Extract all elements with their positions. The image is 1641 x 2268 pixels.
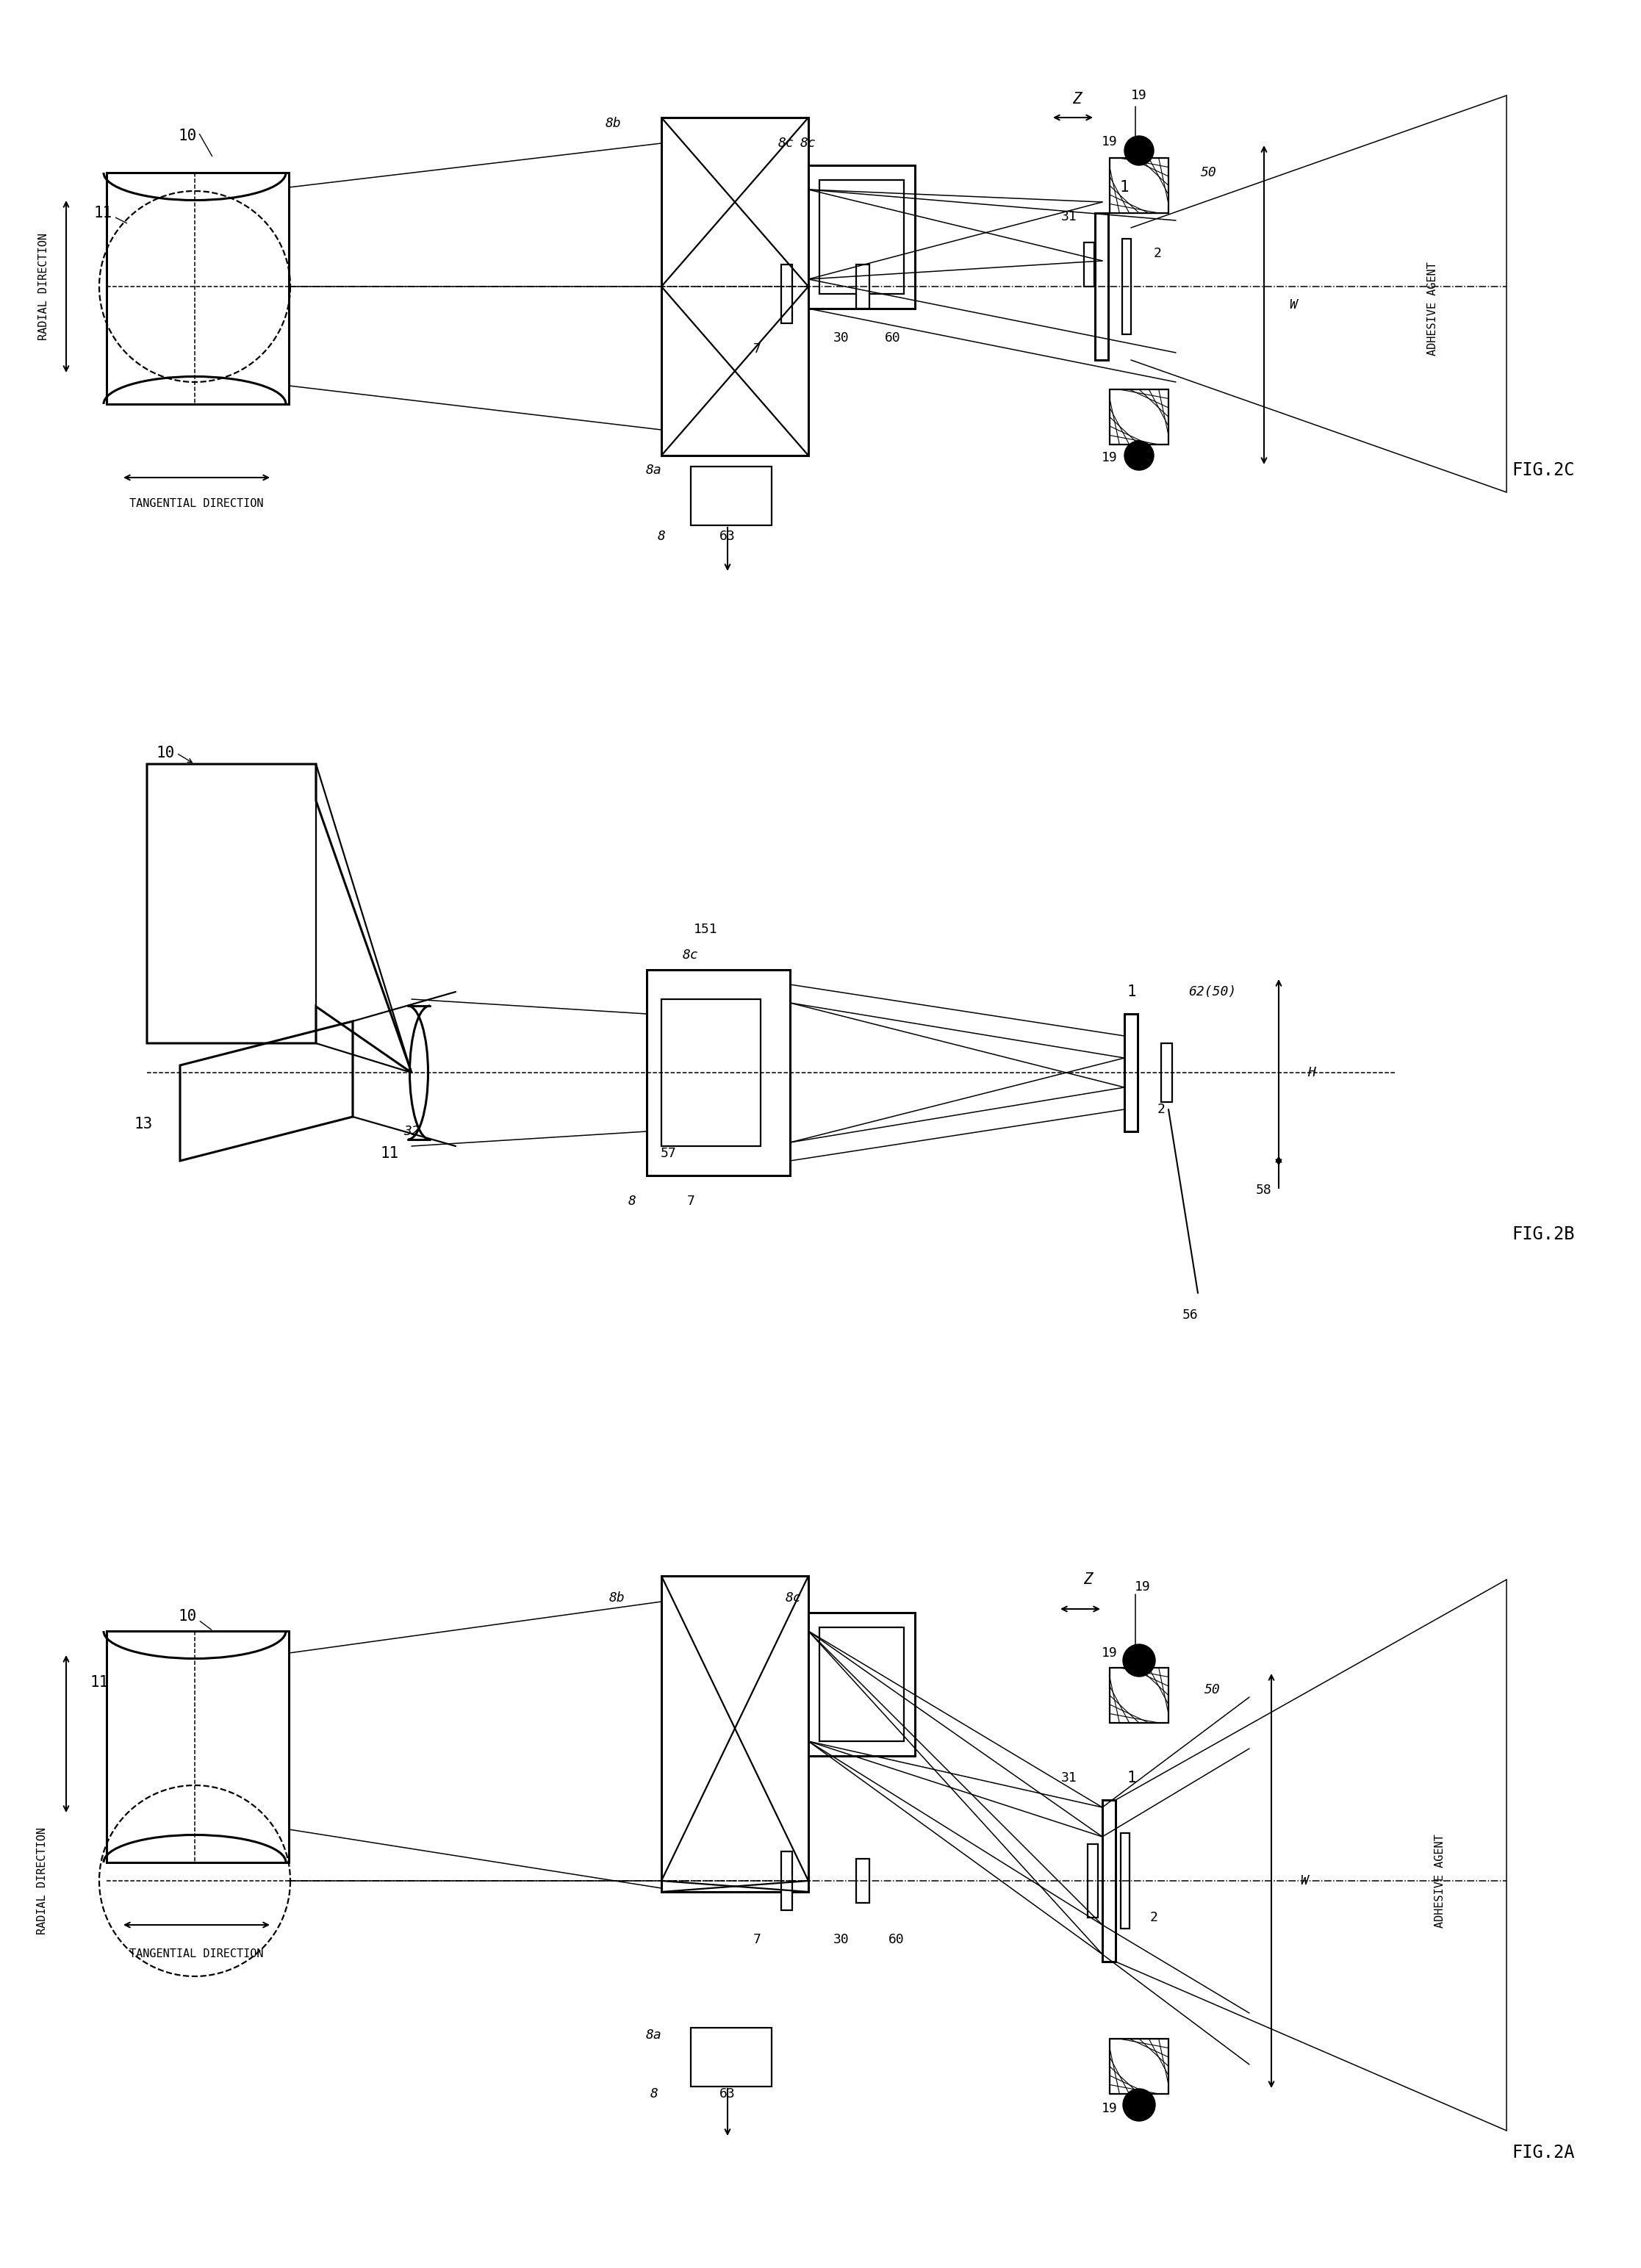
Text: 8c: 8c	[801, 136, 816, 150]
Bar	[1109, 1667, 1168, 1724]
Text: 50: 50	[1201, 166, 1218, 179]
Text: 8: 8	[658, 531, 665, 542]
Text: 10: 10	[156, 746, 174, 760]
Text: 56: 56	[1183, 1309, 1198, 1322]
Text: 19: 19	[1131, 88, 1147, 102]
Bar	[661, 1576, 809, 1892]
Bar	[1109, 390, 1168, 445]
Text: FIG.2A: FIG.2A	[1511, 2143, 1575, 2161]
Bar	[661, 118, 809, 456]
Text: 10: 10	[179, 1608, 197, 1624]
Text: ADHESIVE AGENT: ADHESIVE AGENT	[1434, 1835, 1446, 1928]
Bar	[1085, 243, 1095, 286]
Text: 63: 63	[719, 531, 735, 542]
Text: RADIAL DIRECTION: RADIAL DIRECTION	[38, 1828, 48, 1935]
Text: 7: 7	[688, 1195, 694, 1209]
Bar	[1103, 1801, 1116, 1962]
Text: TANGENTIAL DIRECTION: TANGENTIAL DIRECTION	[130, 497, 263, 508]
Circle shape	[1122, 2089, 1155, 2121]
Text: 31: 31	[1062, 1771, 1076, 1785]
Text: 60: 60	[884, 331, 901, 345]
Text: 19: 19	[1101, 136, 1118, 147]
Text: 10: 10	[179, 129, 197, 143]
Text: 8: 8	[650, 2087, 658, 2100]
Text: 62(50): 62(50)	[1188, 984, 1237, 998]
Bar	[691, 467, 771, 526]
Text: 19: 19	[1101, 451, 1118, 465]
Bar	[857, 1860, 870, 1903]
Text: 13: 13	[135, 1116, 153, 1132]
Text: 2: 2	[1150, 1912, 1159, 1923]
Text: FIG.2C: FIG.2C	[1511, 460, 1575, 479]
Text: 19: 19	[1101, 2102, 1118, 2116]
Text: 8b: 8b	[609, 1592, 625, 1603]
Text: 2: 2	[1157, 1102, 1165, 1116]
Text: 57: 57	[661, 1148, 676, 1159]
Circle shape	[1124, 136, 1154, 166]
Text: 2: 2	[1154, 247, 1162, 261]
Bar	[1162, 1043, 1172, 1102]
Text: 8c: 8c	[683, 948, 699, 962]
Bar	[661, 1000, 761, 1145]
Bar	[857, 265, 870, 308]
Bar	[809, 166, 916, 308]
Text: 58: 58	[1255, 1184, 1272, 1198]
Bar	[809, 1613, 916, 1755]
Text: 1: 1	[1127, 1771, 1136, 1785]
Text: 8c: 8c	[786, 1592, 802, 1603]
Text: Z: Z	[1072, 91, 1081, 107]
Bar	[1122, 238, 1131, 333]
Bar	[1124, 1014, 1137, 1132]
Text: 151: 151	[694, 923, 717, 937]
Text: 60: 60	[888, 1932, 904, 1946]
Text: 11: 11	[94, 206, 112, 220]
Bar	[781, 1851, 793, 1910]
Bar	[1121, 1833, 1129, 1928]
Text: 11: 11	[381, 1145, 399, 1161]
Text: 8b: 8b	[606, 118, 620, 129]
Bar	[107, 1631, 289, 1862]
Bar	[1109, 159, 1168, 213]
Text: 7: 7	[753, 1932, 761, 1946]
Text: 8a: 8a	[647, 463, 661, 476]
Text: 7: 7	[753, 342, 761, 356]
Bar	[691, 2028, 771, 2087]
Text: RADIAL DIRECTION: RADIAL DIRECTION	[39, 234, 49, 340]
Text: Z: Z	[1083, 1572, 1093, 1588]
Bar	[1088, 1844, 1098, 1916]
Text: W: W	[1290, 299, 1298, 311]
Text: 30: 30	[834, 331, 850, 345]
Text: 63: 63	[719, 2087, 735, 2100]
Bar	[781, 265, 793, 324]
Text: 1: 1	[1119, 179, 1129, 195]
Text: 8c: 8c	[778, 136, 794, 150]
Text: TANGENTIAL DIRECTION: TANGENTIAL DIRECTION	[130, 1948, 263, 1960]
Bar	[1095, 213, 1108, 361]
Text: 19: 19	[1101, 1647, 1118, 1660]
Bar	[1109, 2039, 1168, 2093]
Text: 19: 19	[1136, 1581, 1150, 1594]
Text: W: W	[1300, 1873, 1308, 1887]
Text: 1: 1	[1127, 984, 1136, 1000]
Text: 31: 31	[1062, 211, 1076, 222]
Text: 11: 11	[90, 1676, 108, 1690]
Text: FIG.2B: FIG.2B	[1511, 1225, 1575, 1243]
Text: 8a: 8a	[647, 2028, 661, 2041]
Text: 50: 50	[1204, 1683, 1221, 1696]
Circle shape	[1124, 440, 1154, 469]
Bar	[647, 971, 789, 1175]
Bar	[107, 172, 289, 404]
Bar	[819, 1628, 904, 1742]
Text: H: H	[1308, 1066, 1316, 1080]
Text: 8: 8	[629, 1195, 637, 1209]
Circle shape	[1122, 1644, 1155, 1676]
Text: 30: 30	[834, 1932, 850, 1946]
Bar	[819, 179, 904, 295]
Text: ADHESIVE AGENT: ADHESIVE AGENT	[1428, 261, 1439, 356]
Text: 32: 32	[404, 1125, 420, 1139]
